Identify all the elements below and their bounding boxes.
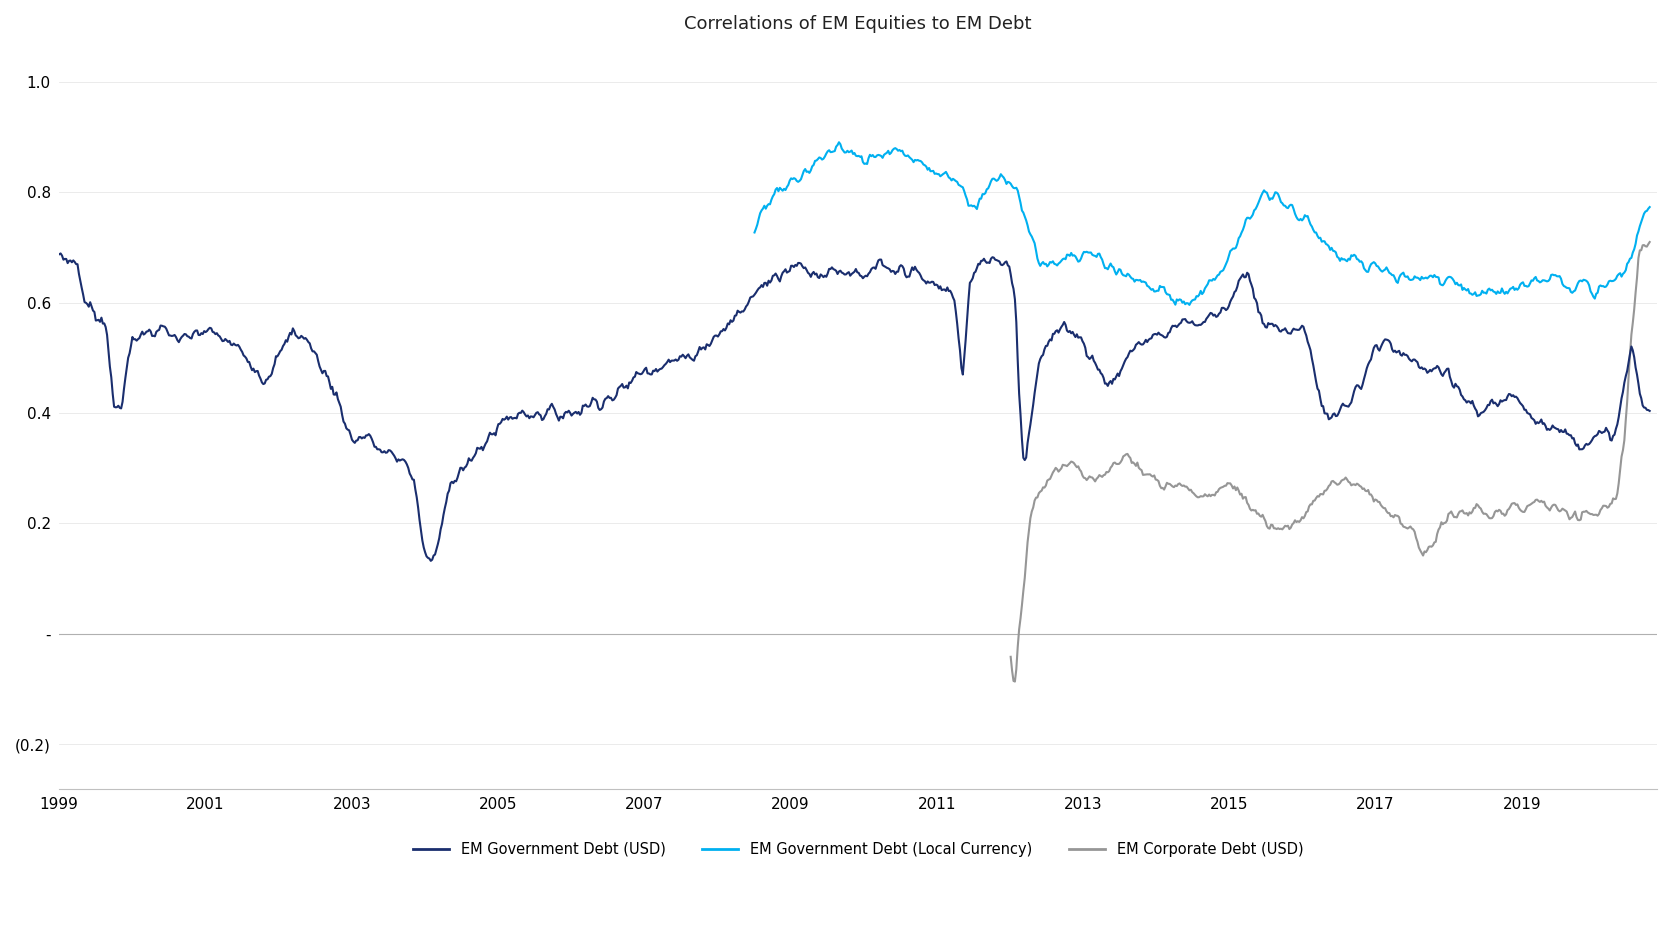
Title: Correlations of EM Equities to EM Debt: Correlations of EM Equities to EM Debt: [684, 15, 1032, 33]
Legend: EM Government Debt (USD), EM Government Debt (Local Currency), EM Corporate Debt: EM Government Debt (USD), EM Government …: [406, 836, 1309, 863]
